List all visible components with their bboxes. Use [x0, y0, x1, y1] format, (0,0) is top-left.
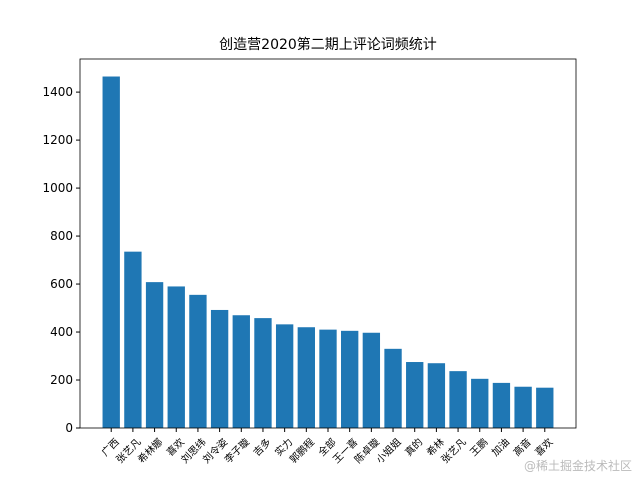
bar [102, 76, 120, 428]
bar [124, 251, 142, 428]
y-tick-label: 200 [50, 373, 73, 387]
bar [514, 386, 532, 428]
y-tick-label: 800 [50, 229, 73, 243]
x-tick-label: 希林娜 [135, 435, 165, 465]
x-tick-label: 高音 [510, 435, 533, 458]
watermark: @稀土掘金技术社区 [524, 458, 632, 473]
bar [341, 330, 359, 428]
bar [167, 286, 185, 428]
bar [427, 363, 446, 428]
bar [189, 294, 207, 428]
bar [319, 329, 337, 428]
x-tick-label: 张艺凡 [439, 436, 469, 466]
y-tick-label: 1200 [42, 133, 73, 147]
x-tick-label: 加油 [489, 435, 512, 458]
bar [449, 371, 467, 428]
bar [406, 362, 424, 428]
bar [536, 387, 554, 428]
bar [275, 324, 294, 428]
bar [384, 348, 402, 428]
bar [471, 378, 489, 428]
bar [145, 282, 164, 428]
x-tick-label: 小姐姐 [373, 435, 403, 465]
bar [232, 315, 250, 428]
y-tick-label: 1400 [42, 85, 73, 99]
x-tick-label: 喜欢 [532, 435, 555, 458]
bar [297, 327, 315, 428]
x-tick-label: 真的 [402, 435, 425, 458]
plot-frame [79, 58, 577, 429]
y-tick-label: 0 [65, 421, 73, 435]
y-tick-label: 600 [50, 277, 73, 291]
x-tick-label: 李子璇 [222, 435, 252, 465]
chart-title: 创造营2020第二期上评论词频统计 [219, 36, 437, 53]
y-tick-label: 1000 [42, 181, 73, 195]
bar [362, 332, 381, 428]
y-tick-label: 400 [50, 325, 73, 339]
bar [492, 382, 511, 428]
x-tick-label: 吉多 [250, 435, 273, 458]
bar [210, 309, 229, 428]
x-tick-label: 王鹏 [467, 435, 490, 458]
bar [254, 318, 272, 428]
x-tick-label: 郭鹏程 [287, 435, 317, 465]
